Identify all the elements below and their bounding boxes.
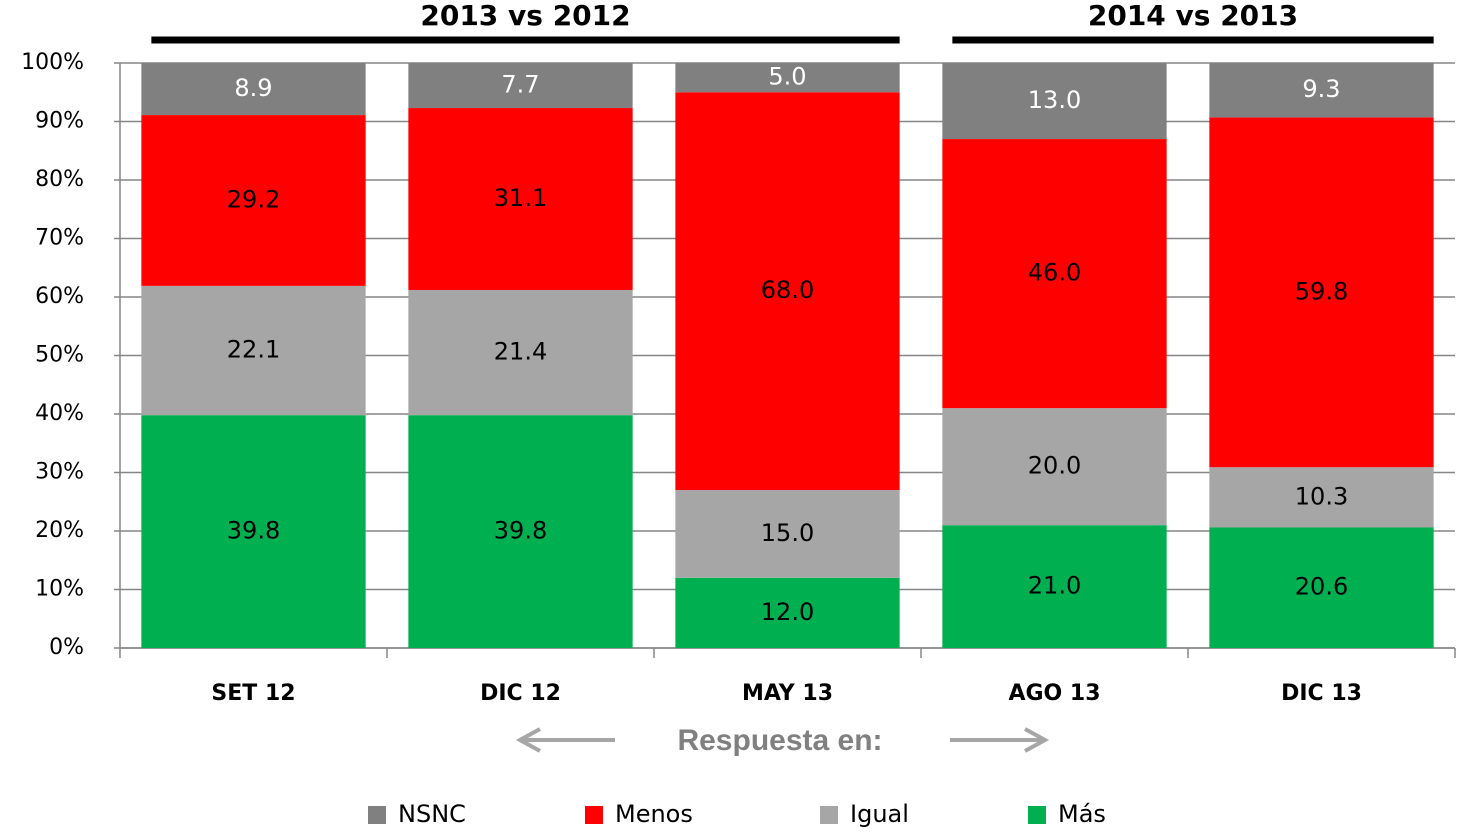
- bar-segment: [408, 289, 633, 416]
- value-label: 12.0: [761, 598, 814, 626]
- value-label: 39.8: [494, 517, 547, 545]
- bar-segment: [408, 63, 633, 109]
- x-label-arrows: [515, 727, 1050, 753]
- value-label: 20.0: [1028, 452, 1081, 480]
- bar-segment: [141, 285, 366, 416]
- x-axis-label: Respuesta en:: [677, 724, 882, 757]
- value-label: 10.3: [1295, 482, 1348, 510]
- bar-segment: [141, 415, 366, 648]
- y-tick-label: 20%: [35, 518, 84, 543]
- value-label: 22.1: [227, 336, 280, 364]
- y-tick-label: 70%: [35, 226, 84, 251]
- x-tick-label: SET 12: [211, 681, 295, 706]
- value-label: 59.8: [1295, 277, 1348, 305]
- legend-label: NSNC: [398, 800, 466, 828]
- legend-swatch: [585, 806, 603, 824]
- value-label: 13.0: [1028, 86, 1081, 114]
- legend-label: Más: [1058, 800, 1106, 828]
- x-tick-label: MAY 13: [742, 681, 833, 706]
- legend-label: Igual: [850, 800, 909, 828]
- y-tick-label: 10%: [35, 577, 84, 602]
- bar-segment: [675, 63, 900, 93]
- y-tick-label: 40%: [35, 401, 84, 426]
- value-label: 46.0: [1028, 259, 1081, 287]
- value-label: 5.0: [768, 63, 806, 91]
- bar-segment: [408, 415, 633, 648]
- y-tick-label: 100%: [21, 50, 84, 75]
- value-label: 31.1: [494, 184, 547, 212]
- bar-segment: [408, 108, 633, 290]
- y-tick-label: 80%: [35, 167, 84, 192]
- x-tick-label: DIC 12: [480, 681, 561, 706]
- bar-segment: [675, 490, 900, 578]
- legend-swatch: [368, 806, 386, 824]
- value-label: 15.0: [761, 519, 814, 547]
- value-label: 21.0: [1028, 572, 1081, 600]
- bar-segment: [942, 408, 1167, 526]
- group-label: 2014 vs 2013: [1088, 0, 1298, 32]
- bar-segment: [1209, 527, 1434, 648]
- value-label: 20.6: [1295, 573, 1348, 601]
- bar-segment: [942, 139, 1167, 409]
- y-tick-label: 0%: [49, 635, 84, 660]
- bar-segment: [1209, 63, 1434, 118]
- legend-label: Menos: [615, 800, 693, 828]
- bar-segment: [675, 577, 900, 648]
- value-label: 39.8: [227, 517, 280, 545]
- bar-segment: [942, 63, 1167, 140]
- legend-swatch: [820, 806, 838, 824]
- group-label: 2013 vs 2012: [420, 0, 630, 32]
- bar-segment: [942, 525, 1167, 648]
- x-tick-label: AGO 13: [1008, 681, 1100, 706]
- value-label: 7.7: [501, 71, 539, 99]
- y-tick-label: 60%: [35, 284, 84, 309]
- bar-segment: [141, 115, 366, 286]
- bar-segment: [141, 63, 366, 116]
- bar-segment: [1209, 117, 1434, 468]
- legend-swatch: [1028, 806, 1046, 824]
- value-label: 9.3: [1302, 75, 1340, 103]
- value-label: 8.9: [234, 74, 272, 102]
- bar-segment: [675, 92, 900, 491]
- y-tick-label: 90%: [35, 109, 84, 134]
- y-tick-label: 50%: [35, 343, 84, 368]
- x-tick-label: DIC 13: [1281, 681, 1362, 706]
- value-label: 29.2: [227, 185, 280, 213]
- bar-segment: [1209, 467, 1434, 528]
- value-label: 68.0: [761, 276, 814, 304]
- y-tick-label: 30%: [35, 460, 84, 485]
- value-label: 21.4: [494, 338, 547, 366]
